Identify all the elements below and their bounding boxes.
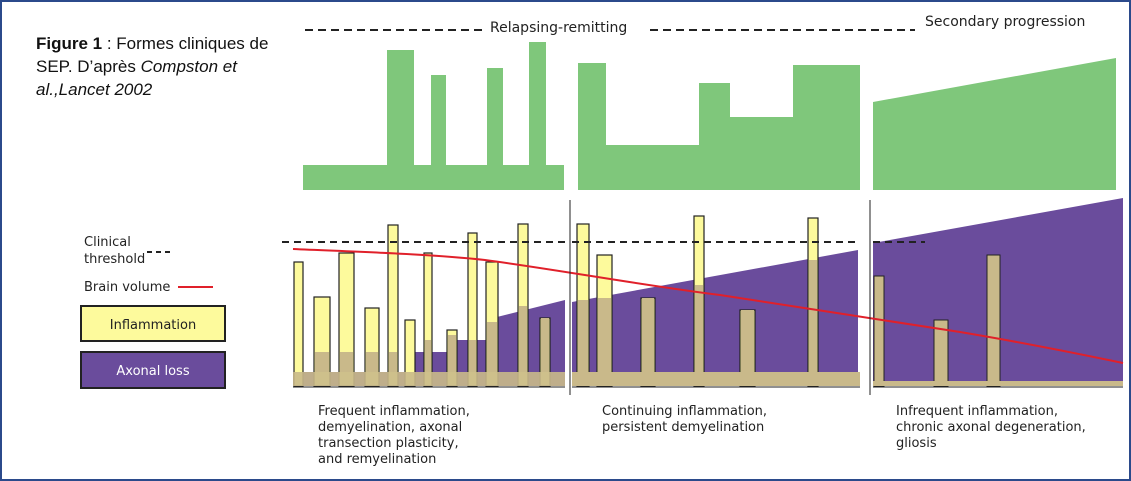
desc-phase3-line2: chronic axonal degeneration, xyxy=(896,420,1086,435)
figure-label: Figure 1 xyxy=(36,34,103,53)
panel-separators xyxy=(293,200,1123,395)
phase-secondary-label: Secondary progression xyxy=(925,14,1085,30)
clinical-phase1 xyxy=(303,42,564,190)
legend-axonal-loss-label: Axonal loss xyxy=(116,364,189,379)
clinical-phase2 xyxy=(578,63,860,190)
legend-axonal-loss-box xyxy=(80,351,226,389)
overlap-region-1 xyxy=(293,372,565,386)
inflammation-bar xyxy=(986,254,1001,387)
inflammation-bar xyxy=(293,261,304,387)
pathology-panel-2 xyxy=(572,215,860,387)
inflammation-bar xyxy=(873,275,885,387)
legend-clinical-threshold-line2: threshold xyxy=(84,252,145,267)
desc-phase2-line2: persistent demyelination xyxy=(602,420,764,435)
legend-brain-volume-label: Brain volume xyxy=(84,280,170,295)
pathology-panel-3 xyxy=(873,198,1123,387)
clinical-phase3 xyxy=(873,58,1116,190)
legend-inflammation-box xyxy=(80,305,226,342)
legend-clinical-threshold-line1: Clinical xyxy=(84,235,131,250)
phase-relapsing-label: Relapsing-remitting xyxy=(490,20,627,36)
desc-phase2-line1: Continuing inflammation, xyxy=(602,404,767,419)
caption-text: Formes cliniques de SEP. D’après xyxy=(36,34,269,76)
desc-phase1-line3: transection plasticity, xyxy=(318,436,459,451)
overlap-bars-3 xyxy=(873,254,1001,387)
desc-phase1-line4: and remyelination xyxy=(318,452,436,467)
caption-citation: Compston et al.,Lancet 2002 xyxy=(36,57,237,99)
desc-phase1-line2: demyelination, axonal xyxy=(318,420,462,435)
phase-headers: Relapsing-remitting Secondary progressio… xyxy=(305,14,1085,36)
clinical-course-plot xyxy=(303,42,1116,190)
pathology-panel-1 xyxy=(293,223,565,387)
desc-phase3-line3: gliosis xyxy=(896,436,937,451)
desc-phase3-line1: Infrequent inflammation, xyxy=(896,404,1058,419)
overlap-bars-2 xyxy=(572,260,860,386)
desc-phase1-line1: Frequent inflammation, xyxy=(318,404,470,419)
legend-inflammation-label: Inflammation xyxy=(110,318,196,333)
phase-descriptions: Frequent inflammation, demyelination, ax… xyxy=(318,404,1086,467)
overlap-bars-1 xyxy=(315,306,549,372)
baseline-strip-3 xyxy=(873,381,1123,386)
figure-caption: Figure 1 : Formes cliniques de SEP. D’ap… xyxy=(36,32,276,101)
caption-separator: : xyxy=(102,34,117,53)
brain-volume-curve xyxy=(292,248,1124,364)
legend: Clinical threshold Brain volume Inflamma… xyxy=(80,235,226,389)
